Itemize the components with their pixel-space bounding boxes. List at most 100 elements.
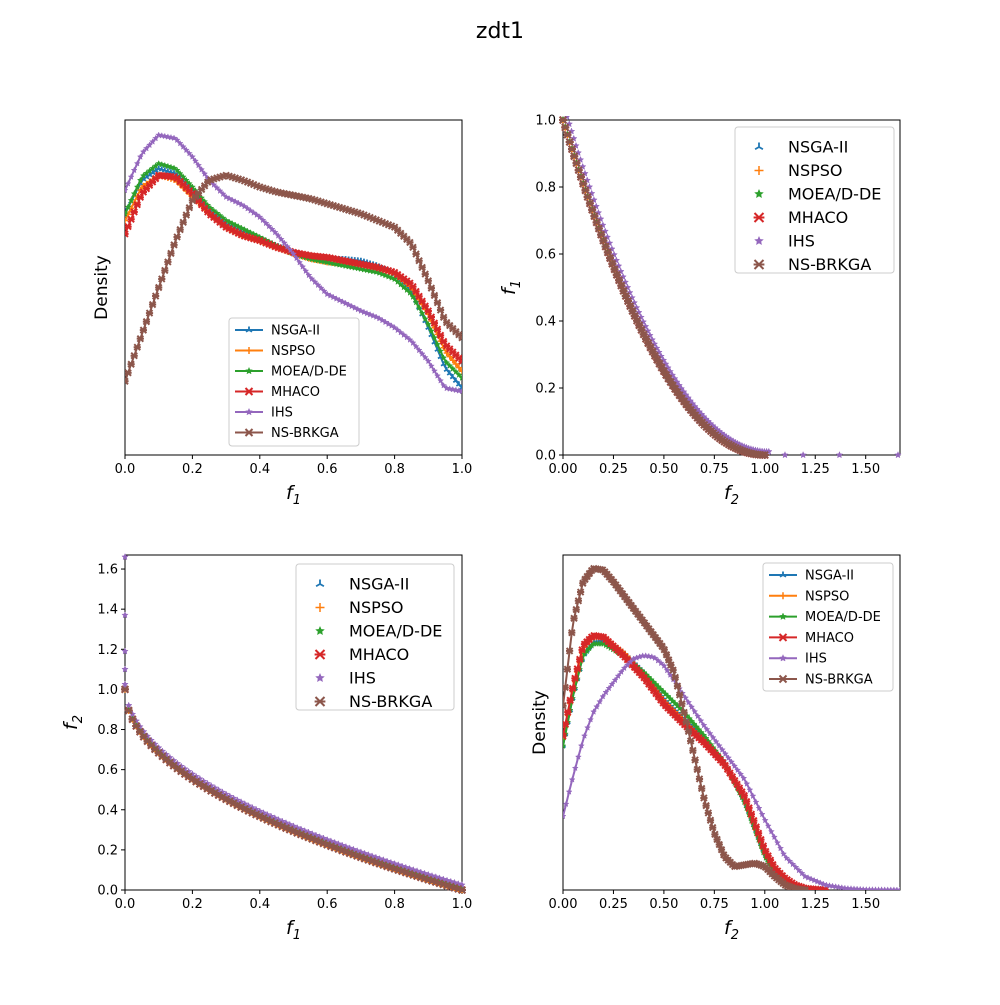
y-tick-label: 0.0 <box>97 884 118 899</box>
series-ns-brkga <box>559 116 769 459</box>
data-point <box>314 281 322 289</box>
data-point <box>628 307 637 316</box>
data-point <box>161 161 169 169</box>
data-point <box>124 706 133 715</box>
data-point <box>571 674 579 683</box>
y-tick-label: 1.0 <box>97 683 118 698</box>
data-point <box>734 766 742 774</box>
data-point <box>424 277 433 285</box>
data-point <box>695 726 703 733</box>
data-point <box>216 187 224 194</box>
legend-label: NSPSO <box>271 344 315 359</box>
x-axis-label: f2 <box>724 917 739 943</box>
x-tick-label: 0.6 <box>317 462 338 477</box>
data-point <box>185 204 194 212</box>
data-point <box>148 300 157 309</box>
data-point <box>459 368 462 375</box>
data-point <box>807 875 815 883</box>
data-point <box>667 661 675 669</box>
data-point <box>195 161 203 169</box>
data-point <box>724 754 732 761</box>
data-point <box>449 357 456 364</box>
data-point <box>559 116 568 125</box>
legend-entry-nsga-ii: NSGA-II <box>235 324 320 339</box>
data-point <box>835 451 844 459</box>
data-point <box>666 671 674 678</box>
legend-marker <box>779 612 787 620</box>
data-point <box>659 367 668 376</box>
data-point <box>645 652 653 660</box>
data-point <box>691 756 699 764</box>
data-point <box>759 842 768 850</box>
data-point <box>289 250 298 257</box>
x-tick-label: 1.25 <box>801 462 830 477</box>
data-point <box>280 239 288 247</box>
legend-entry-nsga-ii: NSGA-II <box>315 575 409 594</box>
data-point <box>360 308 368 316</box>
y-tick-label: 0.8 <box>97 723 118 738</box>
plot-frame <box>562 119 901 456</box>
data-point <box>201 170 209 177</box>
data-point <box>363 309 371 317</box>
legend-label: MHACO <box>805 631 854 646</box>
data-point <box>154 283 163 292</box>
legend-marker <box>754 188 764 199</box>
data-point <box>713 835 721 844</box>
data-point <box>127 360 135 368</box>
data-point <box>409 293 417 300</box>
data-point <box>706 816 715 824</box>
data-point <box>125 222 132 231</box>
y-axis-label: f2 <box>60 715 86 730</box>
data-point <box>449 365 457 372</box>
legend: NSGA-II NSPSO MOEA/D-DE MHACO IHS NS-BRKGA <box>228 317 360 447</box>
data-point <box>458 357 462 365</box>
data-point <box>773 839 781 846</box>
data-point <box>424 320 432 328</box>
y-tick-label: 0.6 <box>535 248 556 263</box>
data-point <box>265 222 273 230</box>
data-point <box>684 727 693 736</box>
legend-entry-mhaco: MHACO <box>235 385 320 400</box>
data-point <box>277 235 285 243</box>
data-point <box>176 225 184 234</box>
data-point <box>663 666 671 674</box>
legend-label: NSGA-II <box>788 138 848 157</box>
legend-label: IHS <box>788 232 815 251</box>
data-point <box>421 315 429 322</box>
data-point <box>572 159 581 168</box>
data-point <box>253 211 261 218</box>
data-point <box>397 280 405 288</box>
legend-entry-mhaco: MHACO <box>769 631 854 646</box>
data-point <box>602 688 610 696</box>
data-point <box>259 216 267 224</box>
data-point <box>427 362 435 370</box>
data-point <box>430 367 438 374</box>
data-point <box>302 267 310 275</box>
data-point <box>329 293 337 301</box>
data-point <box>458 334 462 342</box>
data-point <box>757 835 765 844</box>
data-point <box>580 732 588 739</box>
data-point <box>690 720 698 728</box>
data-point <box>706 729 714 737</box>
data-point <box>688 717 696 725</box>
x-tick-label: 0.0 <box>115 462 136 477</box>
data-point <box>286 246 294 254</box>
data-point <box>599 692 607 700</box>
data-point <box>573 665 582 673</box>
y-tick-label: 1.0 <box>535 114 556 129</box>
data-point <box>769 860 777 869</box>
legend-box <box>734 126 895 274</box>
legend-entry-moea-d-de: MOEA/D-DE <box>315 622 442 641</box>
data-point <box>568 776 576 783</box>
legend-marker <box>244 428 254 437</box>
data-point <box>761 816 769 824</box>
legend-marker <box>315 579 325 588</box>
y-tick-label: 0.4 <box>535 315 556 330</box>
legend-marker <box>315 672 325 683</box>
data-point <box>437 347 445 355</box>
data-point <box>136 193 145 202</box>
data-point <box>170 134 178 141</box>
data-point <box>262 219 270 227</box>
data-point <box>139 326 148 334</box>
